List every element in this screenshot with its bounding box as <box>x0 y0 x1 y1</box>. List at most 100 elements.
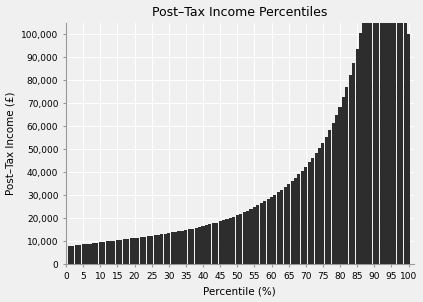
Bar <box>164 234 167 264</box>
Bar <box>260 204 263 264</box>
Title: Post–Tax Income Percentiles: Post–Tax Income Percentiles <box>152 5 327 18</box>
Bar <box>167 233 170 264</box>
Bar <box>229 218 232 264</box>
Bar <box>325 137 328 264</box>
Bar <box>297 174 300 264</box>
Bar <box>116 240 119 264</box>
Bar <box>308 162 311 264</box>
Bar <box>270 197 273 264</box>
Bar <box>311 158 314 264</box>
Bar <box>387 0 390 264</box>
Bar <box>188 229 191 264</box>
Bar <box>250 209 253 264</box>
Bar <box>88 243 91 264</box>
Bar <box>109 241 112 264</box>
Bar <box>242 212 246 264</box>
Bar <box>294 178 297 264</box>
Bar <box>191 229 194 264</box>
Bar <box>284 187 287 264</box>
Bar <box>318 148 321 264</box>
Bar <box>246 210 249 264</box>
Bar <box>201 226 205 264</box>
Bar <box>342 97 345 264</box>
Bar <box>184 230 187 264</box>
Bar <box>71 246 74 264</box>
Bar <box>253 207 256 264</box>
Bar <box>82 244 85 264</box>
Bar <box>383 0 386 264</box>
Bar <box>287 184 290 264</box>
Bar <box>170 233 174 264</box>
Bar <box>373 0 376 264</box>
Bar <box>232 217 235 264</box>
Bar <box>195 228 198 264</box>
Bar <box>263 201 266 264</box>
Bar <box>106 242 109 264</box>
Bar <box>321 143 324 264</box>
Bar <box>352 63 355 264</box>
Y-axis label: Post–Tax Income (£): Post–Tax Income (£) <box>5 92 16 195</box>
Bar <box>236 215 239 264</box>
X-axis label: Percentile (%): Percentile (%) <box>203 286 276 297</box>
Bar <box>129 239 133 264</box>
Bar <box>68 246 71 264</box>
Bar <box>390 0 393 264</box>
Bar <box>75 245 78 264</box>
Bar <box>219 221 222 264</box>
Bar <box>160 234 163 264</box>
Bar <box>133 238 136 264</box>
Bar <box>140 237 143 264</box>
Bar <box>335 115 338 264</box>
Bar <box>95 243 99 264</box>
Bar <box>205 225 208 264</box>
Bar <box>301 171 304 264</box>
Bar <box>277 192 280 264</box>
Bar <box>280 190 283 264</box>
Bar <box>136 238 140 264</box>
Bar <box>178 231 181 264</box>
Bar <box>212 223 215 264</box>
Bar <box>154 235 157 264</box>
Bar <box>215 223 218 264</box>
Bar <box>376 0 379 264</box>
Bar <box>208 224 212 264</box>
Bar <box>328 130 331 264</box>
Bar <box>126 239 129 264</box>
Bar <box>174 232 177 264</box>
Bar <box>359 33 362 264</box>
Bar <box>369 0 372 264</box>
Bar <box>407 34 410 264</box>
Bar <box>379 0 383 264</box>
Bar <box>99 243 102 264</box>
Bar <box>356 49 359 264</box>
Bar <box>338 107 341 264</box>
Bar <box>102 242 105 264</box>
Bar <box>181 231 184 264</box>
Bar <box>78 245 81 264</box>
Bar <box>157 235 160 264</box>
Bar <box>123 239 126 264</box>
Bar <box>366 0 369 264</box>
Bar <box>92 243 95 264</box>
Bar <box>256 205 259 264</box>
Bar <box>239 214 242 264</box>
Bar <box>291 181 294 264</box>
Bar <box>404 0 407 264</box>
Bar <box>119 240 122 264</box>
Bar <box>345 87 349 264</box>
Bar <box>332 123 335 264</box>
Bar <box>147 236 150 264</box>
Bar <box>143 237 146 264</box>
Bar <box>85 244 88 264</box>
Bar <box>198 227 201 264</box>
Bar <box>225 219 228 264</box>
Bar <box>150 236 153 264</box>
Bar <box>349 76 352 264</box>
Bar <box>400 0 403 264</box>
Bar <box>315 153 318 264</box>
Bar <box>273 195 277 264</box>
Bar <box>397 0 400 264</box>
Bar <box>222 220 225 264</box>
Bar <box>113 241 115 264</box>
Bar <box>363 15 365 264</box>
